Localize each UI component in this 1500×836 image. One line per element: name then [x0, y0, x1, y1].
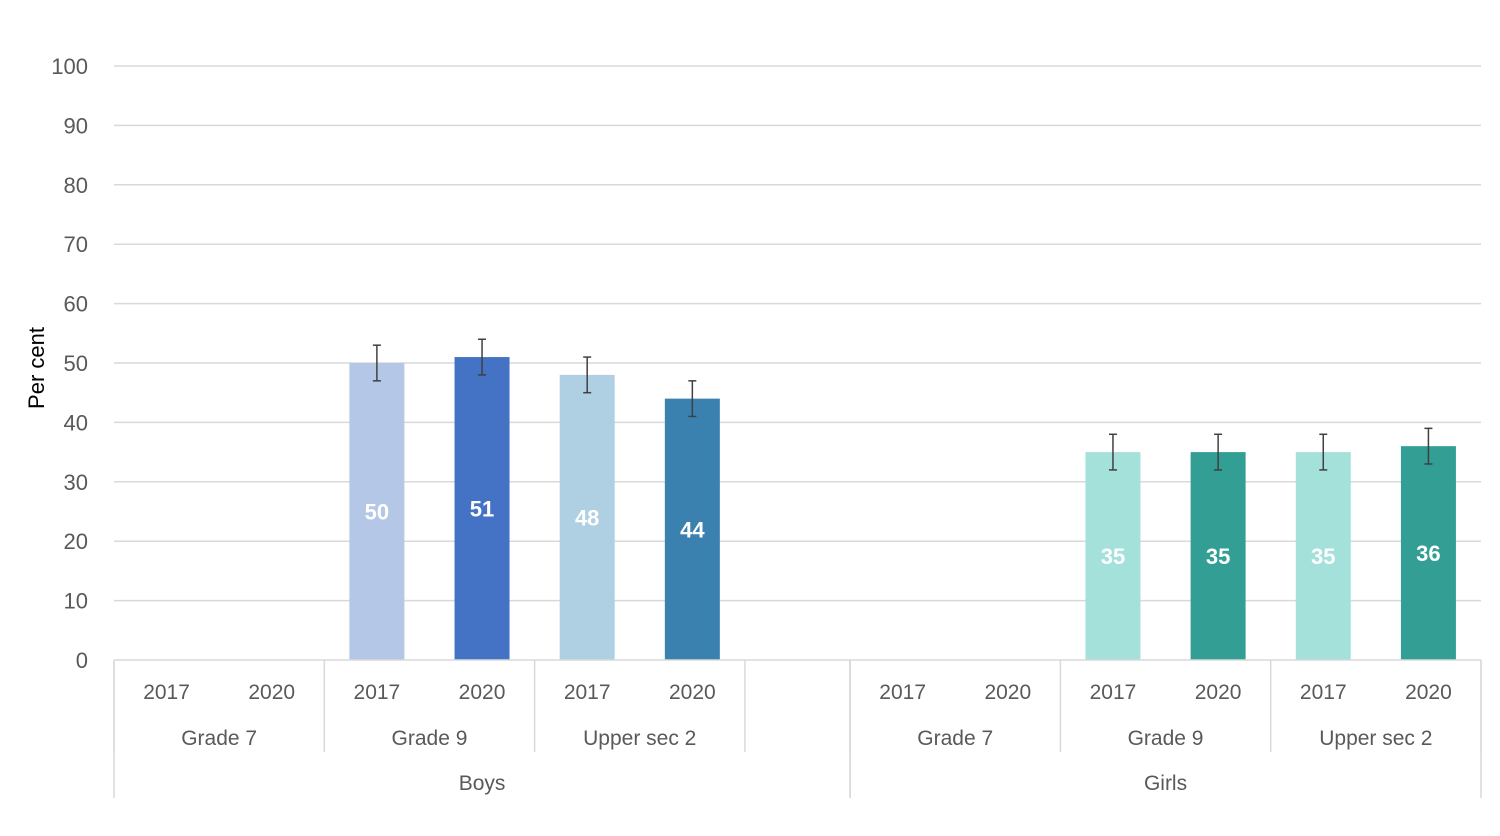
y-tick-label: 30 [64, 470, 88, 495]
x-year-label: 2017 [1090, 681, 1137, 704]
x-grade-label: Grade 7 [917, 727, 993, 750]
data-label: 36 [1416, 541, 1440, 566]
data-label: 35 [1311, 544, 1335, 569]
data-label: 35 [1206, 544, 1230, 569]
y-tick-label: 100 [51, 54, 88, 79]
x-year-label: 2020 [669, 681, 716, 704]
x-grade-label: Upper sec 2 [583, 727, 696, 750]
data-labels: 50 51 48 44 35 35 35 36 [365, 497, 1441, 570]
x-year-label: 2017 [354, 681, 401, 704]
x-grade-label: Grade 9 [1128, 727, 1204, 750]
y-axis-label: Per cent [24, 327, 49, 409]
gridlines [114, 65, 1481, 602]
data-label: 35 [1101, 544, 1125, 569]
bar [1295, 452, 1351, 660]
bar [454, 357, 510, 660]
data-label: 44 [680, 517, 705, 542]
data-label: 50 [365, 500, 389, 525]
y-tick-label: 60 [64, 292, 88, 317]
y-tick-label: 70 [64, 232, 88, 257]
x-year-label: 2017 [564, 681, 611, 704]
y-axis-ticks: 0 10 20 30 40 50 60 70 80 90 100 [51, 54, 88, 673]
x-gender-label: Girls [1144, 772, 1187, 795]
bar [1085, 452, 1141, 660]
x-year-label: 2017 [879, 681, 926, 704]
y-tick-label: 90 [64, 113, 88, 138]
y-tick-label: 40 [64, 410, 88, 435]
x-year-label: 2017 [1300, 681, 1347, 704]
x-year-label: 2017 [143, 681, 190, 704]
bar [1400, 446, 1456, 660]
bar [559, 374, 615, 660]
data-label: 51 [470, 497, 494, 522]
x-grade-label: Grade 9 [392, 727, 468, 750]
x-year-label: 2020 [1405, 681, 1452, 704]
x-gender-label: Boys [459, 772, 506, 795]
x-year-label: 2020 [248, 681, 295, 704]
x-axis: 2017 2020 2017 2020 2017 2020 2017 2020 2017 2020… [113, 659, 1482, 798]
y-tick-label: 20 [64, 529, 88, 554]
bar [1190, 452, 1246, 660]
y-tick-label: 50 [64, 351, 88, 376]
error-bars [372, 338, 1433, 471]
bar [664, 398, 720, 660]
x-grade-label: Upper sec 2 [1319, 727, 1432, 750]
y-tick-label: 80 [64, 173, 88, 198]
bars [349, 357, 1456, 660]
x-grade-label: Grade 7 [181, 727, 257, 750]
x-year-label: 2020 [984, 681, 1031, 704]
data-label: 48 [575, 505, 599, 530]
bar [349, 363, 405, 660]
y-tick-label: 0 [76, 648, 88, 673]
y-tick-label: 10 [64, 589, 88, 614]
x-year-label: 2020 [1195, 681, 1242, 704]
x-year-label: 2020 [459, 681, 506, 704]
